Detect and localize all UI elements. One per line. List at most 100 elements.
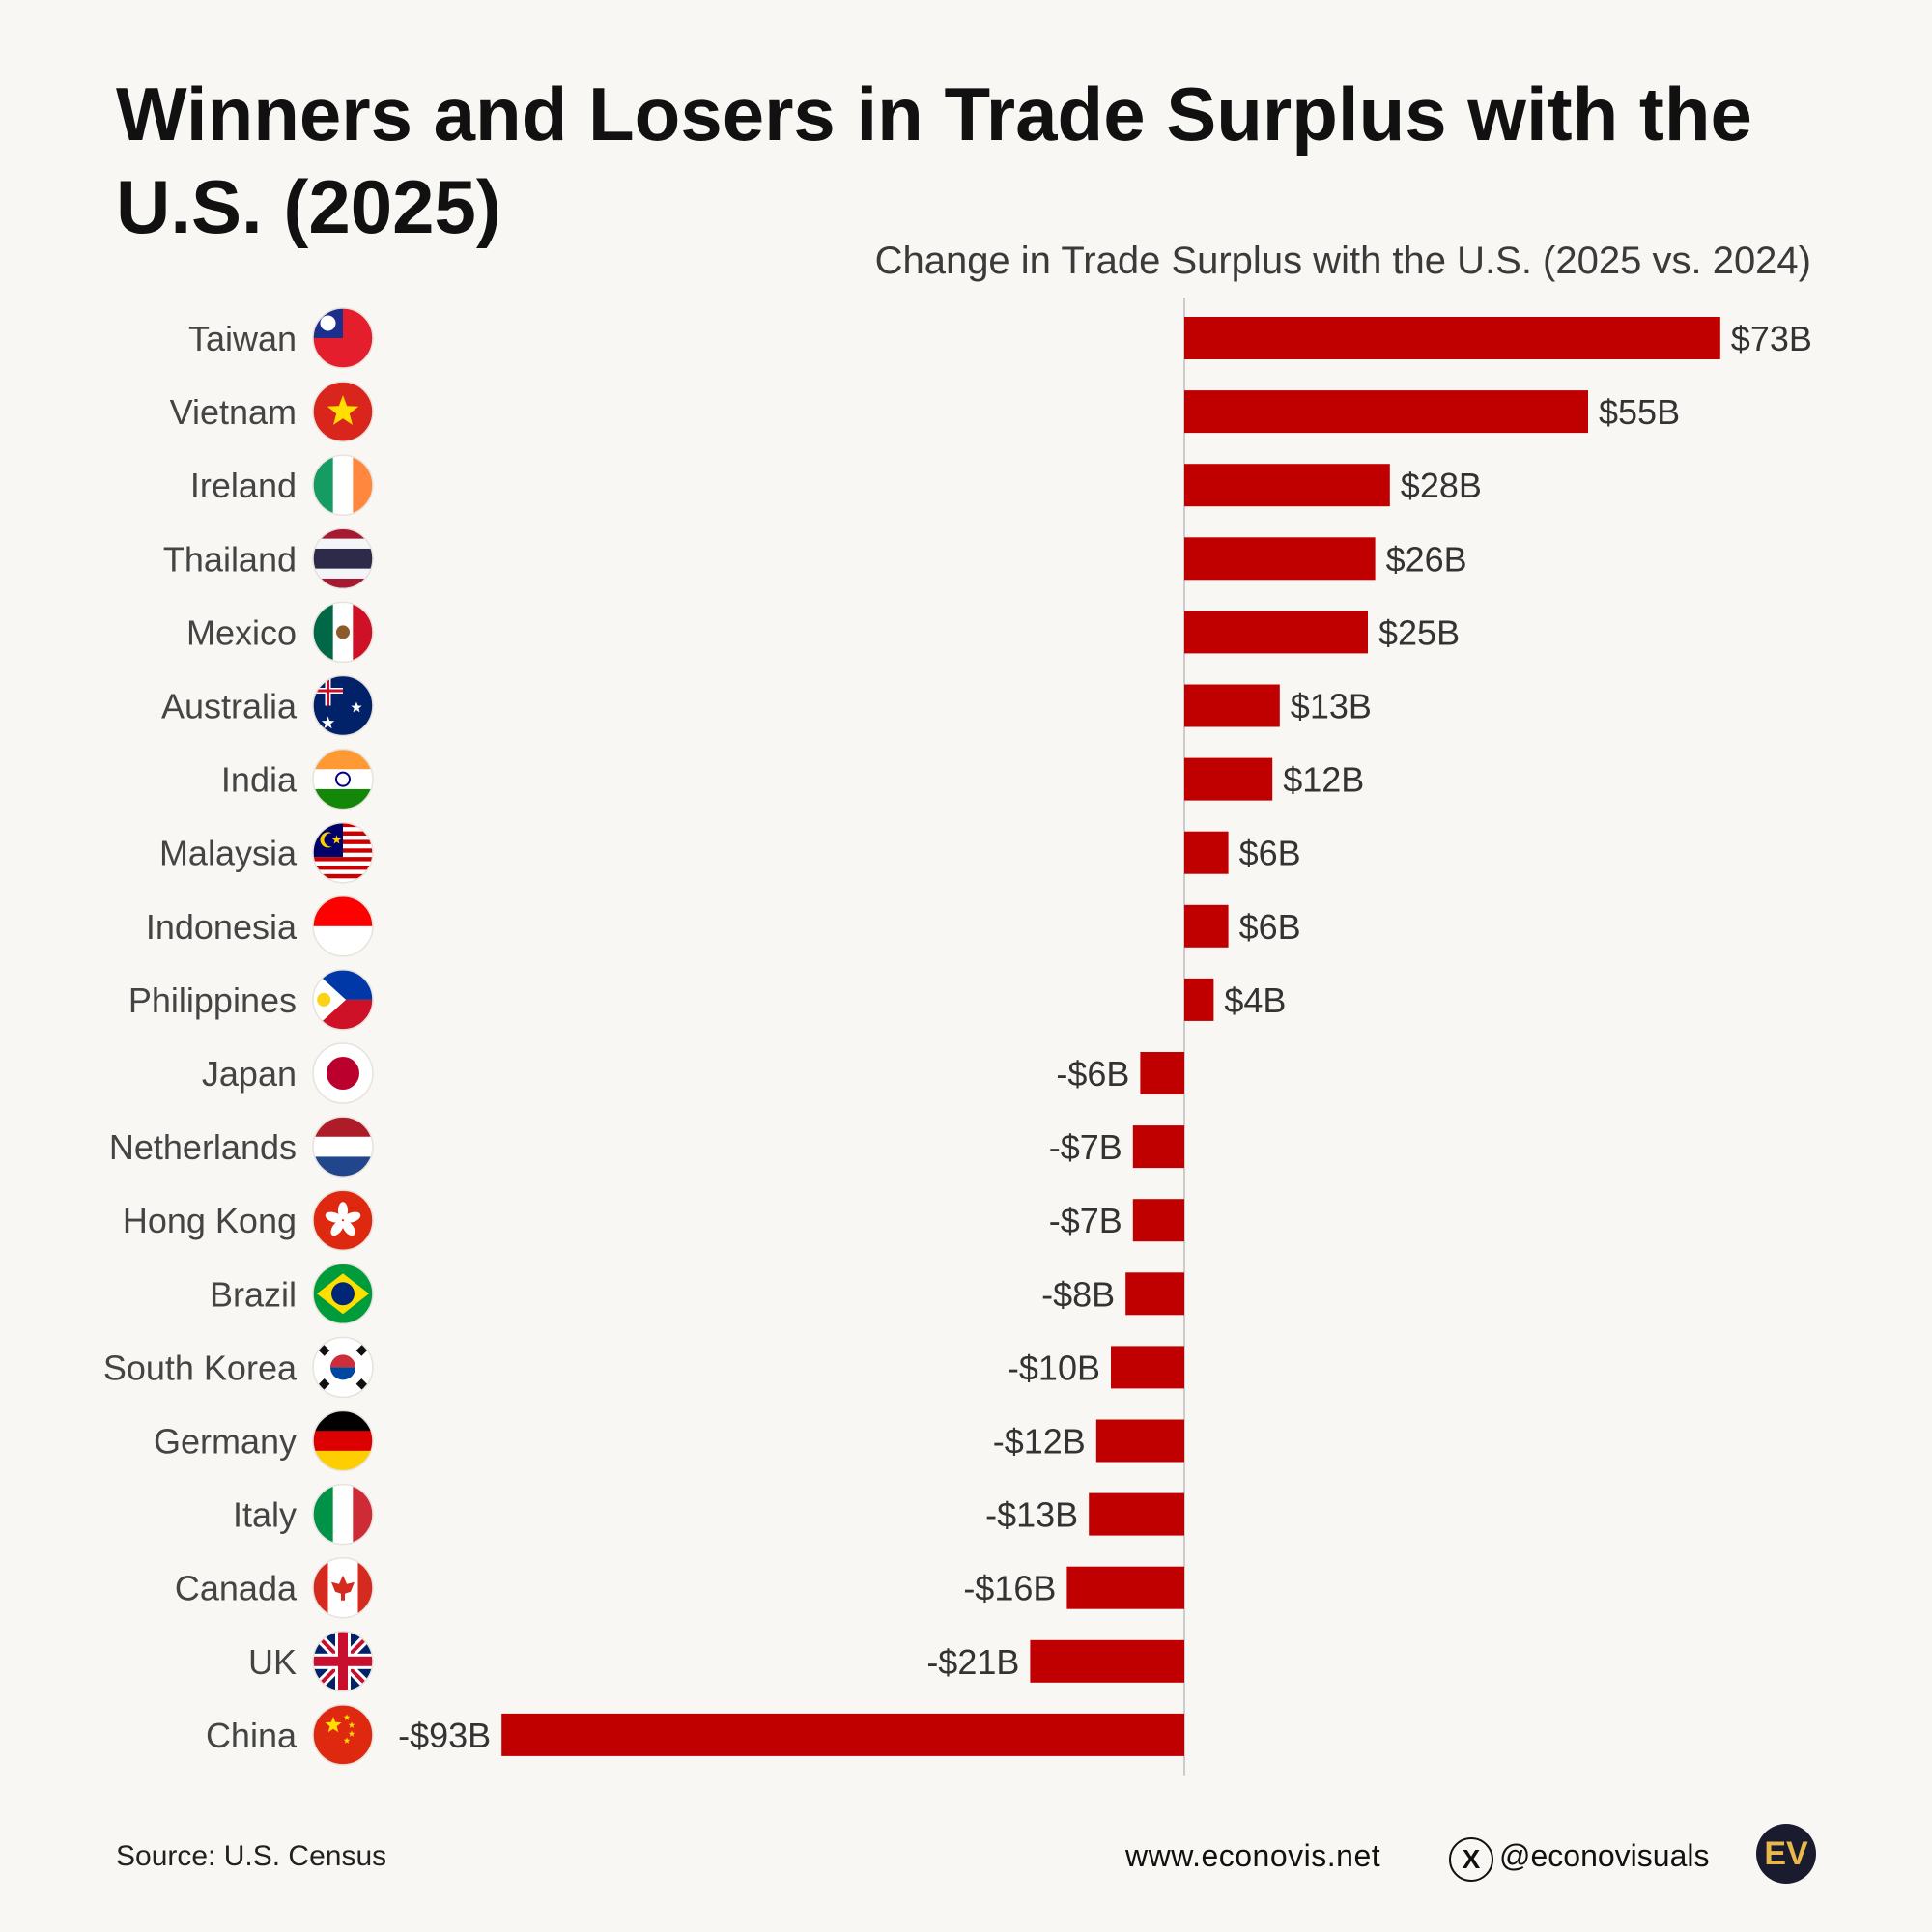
value-label: -$7B xyxy=(1049,1201,1122,1240)
country-label: Canada xyxy=(175,1569,298,1608)
malaysia-flag-icon xyxy=(313,822,373,883)
japan-flag-icon xyxy=(313,1043,373,1103)
uk-flag-icon xyxy=(313,1631,373,1691)
bar-ireland xyxy=(1184,464,1390,507)
china-flag-icon xyxy=(313,1704,373,1765)
flag-border xyxy=(312,1263,374,1325)
flag-disc xyxy=(327,1057,359,1090)
website-link[interactable]: www.econovis.net xyxy=(1125,1838,1381,1873)
value-label: -$93B xyxy=(398,1716,491,1755)
country-label: Taiwan xyxy=(188,319,297,358)
flag-taeguk-blue xyxy=(330,1367,355,1380)
bar-netherlands xyxy=(1132,1125,1184,1169)
flag-border xyxy=(312,674,374,737)
south-korea-flag-icon xyxy=(313,1337,373,1398)
value-label: $26B xyxy=(1386,539,1467,579)
flag-stripe xyxy=(332,1484,354,1545)
flag-petal xyxy=(330,1220,344,1236)
social-handle[interactable]: @econovisuals xyxy=(1499,1838,1710,1873)
value-label: -$12B xyxy=(993,1422,1086,1462)
country-label: Malaysia xyxy=(159,834,298,873)
bar-canada xyxy=(1066,1566,1184,1609)
flag-emblem xyxy=(336,625,350,639)
flag-star xyxy=(348,1730,355,1737)
flag-stripe xyxy=(313,455,334,516)
bar-china xyxy=(501,1713,1184,1756)
value-label: $25B xyxy=(1378,612,1460,652)
flag-stripe xyxy=(313,869,373,875)
chart-title: Winners and Losers in Trade Surplus with… xyxy=(116,71,1752,249)
value-label: $28B xyxy=(1401,466,1482,505)
flag-stripe xyxy=(313,1136,373,1157)
bar-vietnam xyxy=(1184,390,1588,434)
country-label: India xyxy=(221,760,298,800)
bar-italy xyxy=(1089,1492,1184,1536)
value-label: $73B xyxy=(1731,319,1812,358)
value-label: -$10B xyxy=(1008,1348,1100,1387)
flag-border xyxy=(312,1189,374,1251)
flag-stripe xyxy=(353,1484,373,1545)
flag-stripe xyxy=(313,538,373,550)
chart-subtitle: Change in Trade Surplus with the U.S. (2… xyxy=(874,240,1811,282)
country-label: Mexico xyxy=(186,612,297,652)
x-logo-icon[interactable]: X xyxy=(1449,1837,1493,1882)
vietnam-flag-icon xyxy=(313,382,373,442)
flag-band xyxy=(357,1557,373,1618)
flag-field xyxy=(313,1190,373,1251)
flag-star xyxy=(343,1714,351,1720)
flag-stripe xyxy=(353,602,373,663)
flag-border xyxy=(312,748,374,810)
flag-stripe xyxy=(332,455,354,516)
flag-border xyxy=(312,381,374,442)
flag-stripe xyxy=(313,578,373,589)
bar-brazil xyxy=(1125,1272,1184,1316)
italy-flag-icon xyxy=(313,1484,373,1545)
country-label: South Korea xyxy=(103,1348,298,1387)
flag-band xyxy=(313,1557,328,1618)
flag-stripe xyxy=(313,788,373,810)
bar-hong-kong xyxy=(1132,1199,1184,1242)
flag-petal xyxy=(343,1211,361,1223)
flag-stripe xyxy=(313,865,373,870)
flag-star xyxy=(351,701,362,713)
taiwan-flag-icon xyxy=(313,308,373,368)
flag-sun xyxy=(317,992,331,1007)
flag-field xyxy=(313,675,373,736)
flag-stripe xyxy=(313,895,373,927)
value-label: -$8B xyxy=(1041,1274,1115,1314)
flag-stripe xyxy=(313,548,373,559)
flag-stripe xyxy=(313,568,373,580)
bar-japan xyxy=(1140,1052,1184,1094)
bar-uk xyxy=(1030,1639,1184,1683)
value-label: $4B xyxy=(1224,980,1286,1020)
value-label: -$6B xyxy=(1056,1054,1129,1094)
value-label: $6B xyxy=(1239,834,1301,873)
flag-border xyxy=(312,601,374,664)
flag-petal xyxy=(342,1220,355,1236)
mexico-flag-icon xyxy=(313,602,373,663)
flag-stripe xyxy=(313,1156,373,1178)
ireland-flag-icon xyxy=(313,455,373,516)
flag-stripe xyxy=(313,873,373,879)
flag-border xyxy=(312,1631,374,1692)
flag-stripe xyxy=(313,558,373,570)
germany-flag-icon xyxy=(313,1410,373,1471)
country-label: Brazil xyxy=(210,1274,297,1314)
flag-star xyxy=(321,716,335,729)
flag-stripe xyxy=(313,857,373,863)
country-label: Philippines xyxy=(128,980,297,1020)
flag-border xyxy=(312,1483,374,1546)
value-label: $13B xyxy=(1291,687,1372,726)
flag-sun xyxy=(320,315,336,331)
bar-germany xyxy=(1095,1419,1184,1463)
flag-stripe xyxy=(313,861,373,867)
country-label: Germany xyxy=(154,1422,297,1462)
flag-border xyxy=(312,1116,374,1178)
bar-indonesia xyxy=(1184,904,1229,948)
netherlands-flag-icon xyxy=(313,1117,373,1178)
country-label: Indonesia xyxy=(146,907,298,947)
value-label: -$13B xyxy=(985,1495,1078,1535)
flag-cross-h-red xyxy=(313,1656,373,1666)
flag-border xyxy=(312,1042,374,1104)
